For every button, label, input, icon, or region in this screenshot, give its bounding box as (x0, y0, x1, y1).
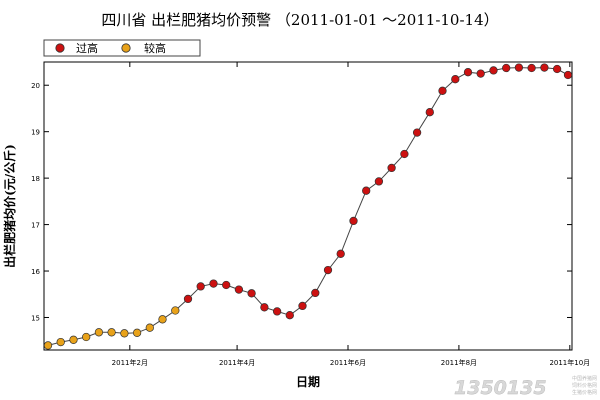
data-point (272, 307, 282, 316)
watermark-line-1: 中国养猪网 (572, 375, 597, 382)
data-point (234, 285, 244, 294)
x-axis: 2011年2月 2011年4月 2011年6月 2011年8月 2011年10月 (112, 62, 590, 367)
data-point (451, 75, 460, 84)
data-point (425, 108, 434, 117)
data-point (260, 303, 269, 312)
data-point (120, 329, 129, 338)
y-tick-label: 18 (31, 175, 40, 183)
data-point (247, 289, 256, 298)
data-point (69, 335, 78, 344)
data-point (387, 163, 396, 173)
data-point (412, 128, 422, 137)
data-point (285, 311, 294, 320)
data-point (43, 341, 53, 350)
series-line (47, 67, 569, 346)
y-axis: 15 16 17 18 19 20 (31, 82, 572, 322)
legend-label-high: 较高 (144, 41, 166, 55)
y-tick-label: 19 (31, 129, 40, 137)
data-point (145, 323, 154, 332)
data-point (540, 63, 549, 72)
data-point (349, 216, 358, 226)
data-point (298, 301, 307, 311)
data-point (132, 328, 142, 337)
data-point (82, 332, 91, 342)
legend: 过高 较高 (43, 39, 201, 57)
x-tick-label: 2011年2月 (112, 358, 148, 367)
x-tick-label: 2011年10月 (549, 358, 590, 367)
x-axis-title: 日期 (296, 374, 320, 389)
data-point (158, 315, 167, 324)
data-point (323, 265, 333, 275)
series (43, 63, 573, 350)
y-tick-label: 17 (31, 222, 40, 230)
data-point (222, 280, 231, 290)
data-point (489, 66, 498, 75)
data-point (196, 282, 205, 291)
data-point (476, 69, 485, 78)
plot-area (43, 61, 573, 351)
data-point (56, 337, 65, 347)
legend-marker-high (121, 43, 131, 53)
x-tick-label: 2011年8月 (441, 358, 477, 367)
data-point (552, 64, 562, 74)
data-point (502, 63, 511, 73)
data-point (463, 68, 473, 77)
data-point (94, 328, 104, 337)
x-tick-label: 2011年4月 (219, 358, 255, 367)
data-point (374, 177, 384, 186)
watermark-logo-text: 1350135 (454, 377, 547, 399)
watermark: 1350135 中国养猪网 饲料价格网 生猪价格网 (454, 375, 597, 399)
data-point (311, 288, 320, 298)
y-tick-label: 15 (31, 314, 40, 322)
data-point (336, 249, 345, 258)
data-point (183, 294, 193, 304)
data-point (438, 86, 447, 95)
data-point (514, 63, 524, 72)
data-point (400, 149, 409, 159)
y-tick-label: 16 (31, 268, 40, 276)
data-point (171, 306, 180, 315)
y-tick-label: 20 (31, 82, 40, 90)
data-point (527, 63, 536, 73)
chart-title: 四川省 出栏肥猪均价预警 （2011-01-01 ～2011-10-14） (101, 11, 498, 29)
y-axis-title: 出栏肥猪均价(元/公斤) (2, 144, 17, 268)
legend-marker-over (55, 43, 65, 53)
watermark-line-2: 饲料价格网 (572, 382, 597, 389)
data-point (563, 70, 573, 80)
watermark-line-3: 生猪价格网 (572, 389, 597, 396)
data-point (107, 328, 116, 337)
data-point (362, 186, 371, 195)
legend-label-over: 过高 (76, 41, 98, 55)
x-tick-label: 2011年6月 (330, 358, 366, 367)
data-point (209, 279, 218, 288)
